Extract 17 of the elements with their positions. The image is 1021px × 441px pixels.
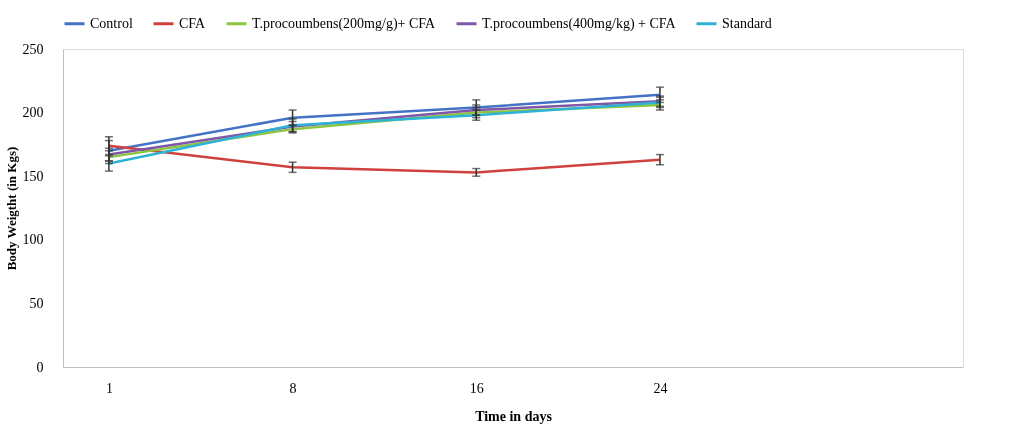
y-tick-label: 100 <box>22 232 44 248</box>
legend-label: T.procoumbens(200mg/g)+ CFA <box>252 15 437 32</box>
y-axis-title: Body Weigtht (in Kgs) <box>3 146 19 271</box>
y-tick-label: 200 <box>22 105 44 121</box>
y-tick-label: 250 <box>22 41 44 57</box>
y-tick-label: 0 <box>36 359 44 375</box>
x-tick-label: 16 <box>469 380 484 396</box>
legend-label: Control <box>90 15 133 31</box>
y-tick-label: 50 <box>29 295 44 311</box>
x-tick-label: 1 <box>105 380 113 396</box>
legend-label: Standard <box>722 15 772 31</box>
y-tick-label: 150 <box>22 168 44 184</box>
legend-label: CFA <box>179 15 207 31</box>
x-tick-label: 24 <box>653 380 668 396</box>
legend-label: T.procoumbens(400mg/kg) + CFA <box>482 15 677 32</box>
x-tick-label: 8 <box>289 380 297 396</box>
x-axis-title: Time in days <box>475 408 553 424</box>
